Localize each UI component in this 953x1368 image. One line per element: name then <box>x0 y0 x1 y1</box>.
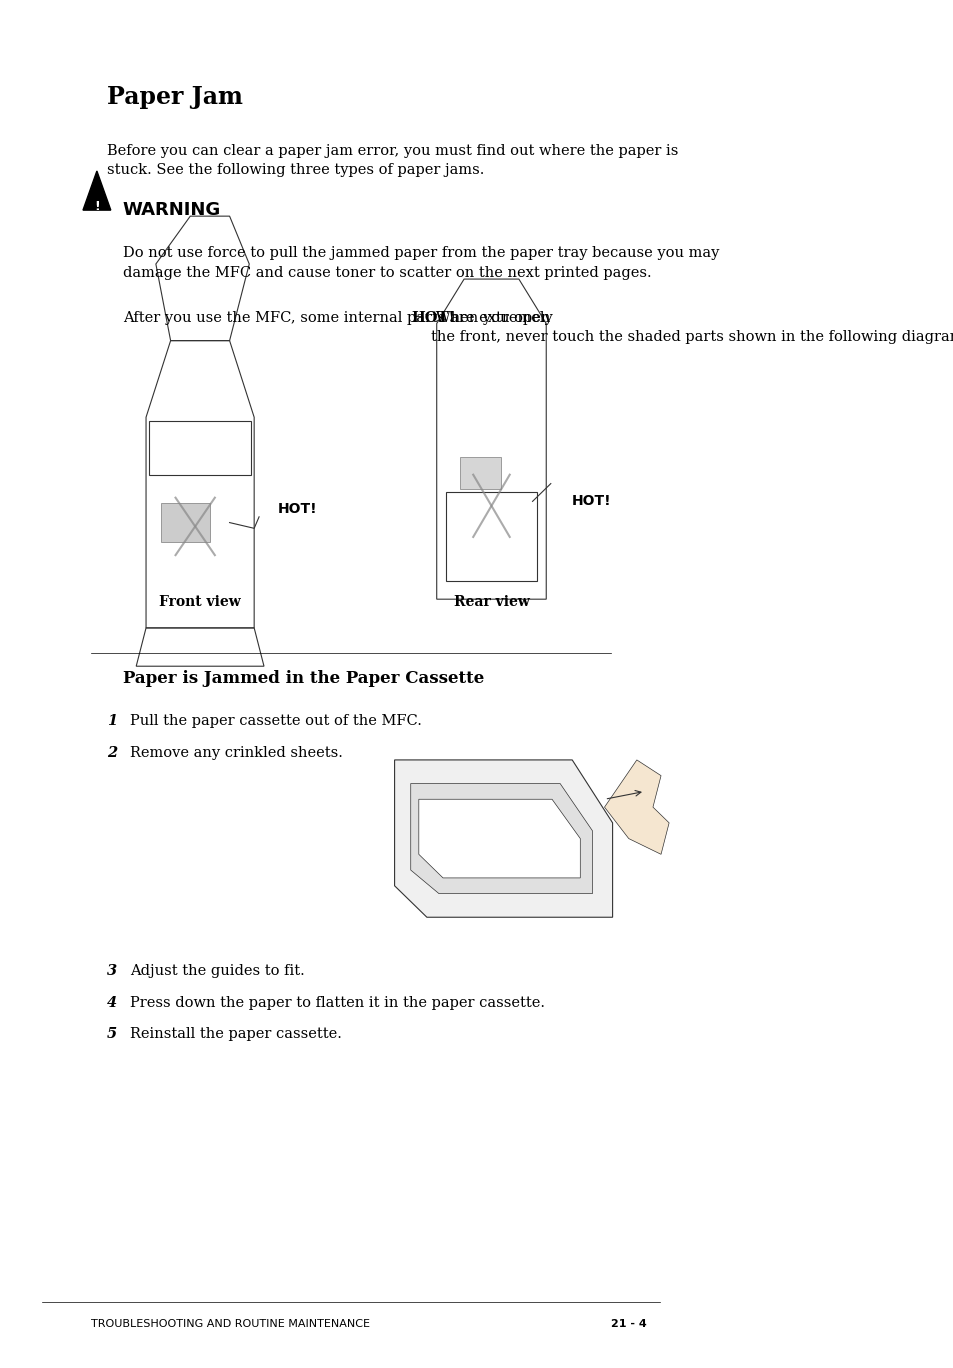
Text: HOT!: HOT! <box>411 311 455 324</box>
Text: WARNING: WARNING <box>123 201 221 219</box>
Text: Reinstall the paper cassette.: Reinstall the paper cassette. <box>130 1027 341 1041</box>
Text: Remove any crinkled sheets.: Remove any crinkled sheets. <box>130 746 342 759</box>
Text: Press down the paper to flatten it in the paper cassette.: Press down the paper to flatten it in th… <box>130 996 544 1010</box>
Bar <box>161 503 210 542</box>
Text: Adjust the guides to fit.: Adjust the guides to fit. <box>130 964 304 978</box>
Text: 21 - 4: 21 - 4 <box>610 1319 646 1330</box>
Polygon shape <box>83 171 111 211</box>
Text: Before you can clear a paper jam error, you must find out where the paper is
stu: Before you can clear a paper jam error, … <box>107 144 678 176</box>
Polygon shape <box>395 761 612 918</box>
Text: Front view: Front view <box>159 595 241 609</box>
Text: Paper Jam: Paper Jam <box>107 85 242 109</box>
Text: HOT!: HOT! <box>572 494 611 508</box>
Text: TROUBLESHOOTING AND ROUTINE MAINTENANCE: TROUBLESHOOTING AND ROUTINE MAINTENANCE <box>91 1319 370 1330</box>
Bar <box>149 421 251 475</box>
Polygon shape <box>604 761 668 854</box>
Polygon shape <box>411 784 592 893</box>
Text: 3: 3 <box>107 964 116 978</box>
Text: 1: 1 <box>107 714 116 728</box>
Text: 2: 2 <box>107 746 116 759</box>
Text: After you use the MFC, some internal parts are extremely: After you use the MFC, some internal par… <box>123 311 557 324</box>
Text: Pull the paper cassette out of the MFC.: Pull the paper cassette out of the MFC. <box>130 714 421 728</box>
Text: !: ! <box>94 200 100 212</box>
Polygon shape <box>418 799 579 878</box>
Text: Rear view: Rear view <box>453 595 529 609</box>
Text: Do not use force to pull the jammed paper from the paper tray because you may
da: Do not use force to pull the jammed pape… <box>123 246 719 279</box>
Text: HOT!: HOT! <box>277 502 316 516</box>
Text: When you open
the front, never touch the shaded parts shown in the following dia: When you open the front, never touch the… <box>431 311 953 343</box>
Text: Paper is Jammed in the Paper Cassette: Paper is Jammed in the Paper Cassette <box>123 670 483 687</box>
Text: 5: 5 <box>107 1027 116 1041</box>
Bar <box>459 457 500 488</box>
Text: 4: 4 <box>107 996 116 1010</box>
